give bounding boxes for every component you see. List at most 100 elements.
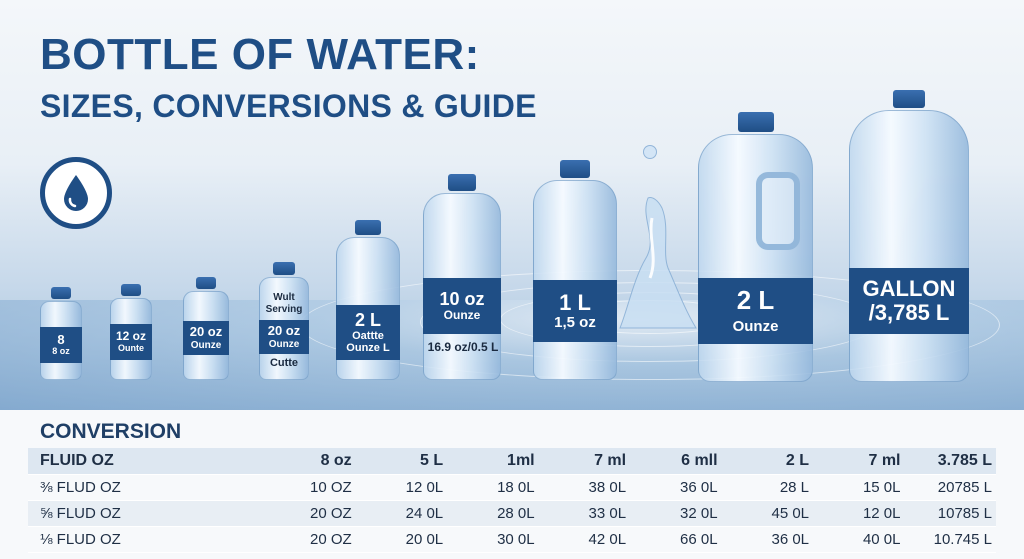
bottle-cap [121, 284, 141, 296]
table-header-cell: 3.785 L [904, 448, 996, 475]
bottle-label: 8 8 oz [40, 327, 82, 363]
bottle-size: 8 [57, 331, 65, 347]
bottle-caption: 16.9 oz/0.5 L [427, 340, 499, 354]
bottle-top-text: Wult Serving [259, 292, 309, 316]
table-header-cell: 8 oz [264, 448, 356, 475]
conversion-table: FLUID OZ 8 oz 5 L 1ml 7 ml 6 mll 2 L 7 m… [28, 448, 996, 553]
table-header-cell: 7 ml [538, 448, 631, 475]
page-title: BOTTLE OF WATER: [40, 30, 480, 79]
bottle-size: 12 oz [115, 329, 146, 344]
bottle-label: 10 oz Ounze [423, 278, 501, 334]
bottle-top-line: Serving [265, 304, 303, 315]
table-header-cell: 5 L [355, 448, 448, 475]
table-header-cell: 1ml [447, 448, 539, 475]
bottle-unit: Ounze L [346, 342, 390, 355]
water-splash-icon [619, 197, 697, 329]
table-cell: ⅝ FLUD OZ [28, 500, 265, 527]
bottle-cap [51, 287, 71, 299]
bottle-unit: Ounze [190, 339, 222, 351]
jug-handle [756, 172, 800, 250]
table-cell: ⅛ FLUD OZ [28, 526, 265, 553]
bottle-cap [355, 220, 381, 235]
table-header-cell: 7 ml [813, 448, 905, 475]
water-droplet [643, 145, 657, 159]
table-cell: 10785 L [904, 500, 996, 527]
bottle-cap [273, 262, 295, 275]
table-header-cell: 6 mll [630, 448, 722, 475]
hero-banner: BOTTLE OF WATER: SIZES, CONVERSIONS & GU… [0, 0, 1024, 410]
conversion-heading: CONVERSION [40, 420, 182, 443]
bottle-unit: Ounte [118, 342, 144, 353]
bottle-cap [893, 90, 925, 108]
table-cell: 12 0L [355, 474, 448, 501]
table-cell: 38 0L [538, 474, 631, 501]
bottle-cap [737, 112, 774, 132]
bottle-size: 2 L [354, 309, 381, 330]
table-cell: ⅜ FLUD OZ [28, 474, 265, 501]
table-row: ⅜ FLUD OZ 10 OZ 12 0L 18 0L 38 0L 36 0L … [28, 474, 996, 501]
bottle-unit: Ounze [443, 308, 481, 323]
bottle-unit: /3,785 L [868, 300, 950, 325]
bottle-12oz: 12 oz Ounte [110, 284, 152, 380]
table-cell: 36 0L [721, 526, 814, 553]
table-row: ⅛ FLUD OZ 20 OZ 20 0L 30 0L 42 0L 66 0L … [28, 526, 996, 553]
table-cell: 24 0L [355, 500, 448, 527]
table-cell: 45 0L [721, 500, 814, 527]
table-cell: 32 0L [630, 500, 722, 527]
bottle-unit: Oattte [352, 330, 384, 343]
bottle-size: 20 oz [189, 324, 223, 340]
bottle-2l-jug: 2 L Ounze [698, 112, 813, 382]
conversion-section: CONVERSION FLUID OZ 8 oz 5 L 1ml 7 ml 6 … [0, 410, 1024, 559]
table-cell: 66 0L [630, 526, 722, 553]
page-subtitle: SIZES, CONVERSIONS & GUIDE [40, 88, 537, 124]
bottle-unit: Ounze [268, 338, 300, 350]
bottle-label: 20 oz Ounze [183, 321, 229, 355]
table-cell: 12 0L [813, 500, 905, 527]
bottle-size: 10 oz [439, 288, 485, 309]
bottle-20oz: 20 oz Ounze [183, 277, 229, 380]
table-cell: 15 0L [813, 474, 905, 501]
table-cell: 28 L [721, 474, 814, 501]
bottle-single-serving: Wult Serving 20 oz Ounze Cutte [259, 262, 309, 380]
table-cell: 30 0L [447, 526, 539, 553]
bottle-size: GALLON [862, 275, 956, 301]
bottle-1l: 1 L 1,5 oz [533, 160, 617, 380]
bottle-caption: Cutte [269, 357, 299, 369]
table-cell: 10.745 L [904, 526, 996, 553]
bottle-size: 2 L [736, 285, 775, 316]
table-cell: 20785 L [904, 474, 996, 501]
bottle-label: 1 L 1,5 oz [533, 280, 617, 342]
bottle-size: 20 oz [267, 323, 301, 339]
bottle-cap [448, 174, 476, 191]
bottle-gallon: GALLON /3,785 L [849, 90, 969, 382]
table-cell: 20 OZ [264, 500, 356, 527]
table-cell: 18 0L [447, 474, 539, 501]
table-header-cell: 2 L [721, 448, 814, 475]
bottle-label: 2 L Oattte Ounze L [336, 305, 400, 360]
table-cell: 10 OZ [264, 474, 356, 501]
table-cell: 36 0L [630, 474, 722, 501]
bottle-cap [196, 277, 216, 289]
table-cell: 20 OZ [264, 526, 356, 553]
bottle-label: 20 oz Ounze [259, 320, 309, 354]
bottle-16oz: 10 oz Ounze 16.9 oz/0.5 L [423, 174, 501, 380]
table-cell: 40 0L [813, 526, 905, 553]
bottle-unit: 8 oz [52, 346, 70, 357]
bottle-cap [560, 160, 590, 178]
bottle-top-line: Wult [273, 292, 295, 303]
bottle-label: 2 L Ounze [698, 278, 813, 344]
bottle-body [849, 110, 969, 382]
table-header-cell: FLUID OZ [28, 448, 265, 475]
bottle-label: GALLON /3,785 L [849, 268, 969, 334]
bottle-8oz: 8 8 oz [40, 287, 82, 380]
bottle-2l-small: 2 L Oattte Ounze L [336, 220, 400, 380]
table-row: ⅝ FLUD OZ 20 OZ 24 0L 28 0L 33 0L 32 0L … [28, 500, 996, 527]
bottle-unit: 1,5 oz [554, 313, 596, 331]
table-cell: 20 0L [355, 526, 448, 553]
water-drop-icon [40, 157, 112, 229]
bottle-label: 12 oz Ounte [110, 324, 152, 360]
table-cell: 33 0L [538, 500, 631, 527]
table-cell: 28 0L [447, 500, 539, 527]
table-header-row: FLUID OZ 8 oz 5 L 1ml 7 ml 6 mll 2 L 7 m… [28, 448, 996, 475]
bottle-unit: Ounze [732, 318, 779, 336]
